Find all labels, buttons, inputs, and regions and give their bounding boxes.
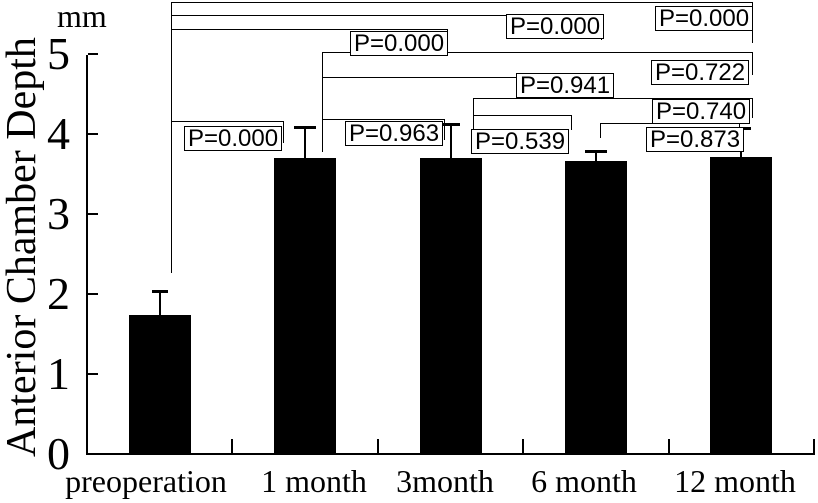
- data-bar: [565, 161, 627, 455]
- x-axis-tick: [522, 439, 524, 453]
- error-bar-cap: [585, 150, 607, 153]
- p-value-label: P=0.873: [646, 127, 745, 152]
- bracket-line: [171, 2, 753, 3]
- error-bar-line: [450, 122, 452, 158]
- bracket-line: [171, 15, 602, 16]
- error-bar-line: [595, 150, 597, 162]
- bracket-line: [322, 77, 609, 78]
- bracket-stem: [171, 2, 172, 273]
- bracket-line: [171, 121, 284, 122]
- error-bar-line: [159, 290, 161, 315]
- y-tick-label: 0: [47, 428, 70, 479]
- bracket-end-tick: [752, 98, 753, 118]
- x-axis-tick: [231, 439, 233, 453]
- y-tick-label: 3: [47, 188, 70, 239]
- bracket-end-tick: [571, 115, 572, 130]
- error-bar-cap: [152, 290, 168, 293]
- y-tick-label: 5: [47, 28, 70, 79]
- y-axis-tick: [88, 373, 98, 375]
- p-value-label: P=0.722: [651, 60, 750, 85]
- y-axis-unit-label: mm: [57, 0, 107, 34]
- x-axis-tick: [668, 439, 670, 453]
- y-tick-label: 2: [47, 268, 70, 319]
- bracket-stem: [322, 52, 323, 152]
- data-bar: [274, 158, 336, 455]
- y-axis-line: [86, 55, 88, 455]
- error-bar-cap: [294, 126, 316, 129]
- bracket-line: [322, 119, 445, 120]
- y-tick-label: 4: [47, 108, 70, 159]
- data-bar: [129, 314, 191, 455]
- y-axis-tick: [88, 293, 98, 295]
- data-bar: [420, 158, 482, 455]
- category-label: 3month: [396, 463, 494, 499]
- category-label: 12 month: [674, 463, 796, 499]
- error-bar-line: [304, 126, 306, 158]
- bracket-line: [473, 98, 753, 99]
- bracket-end-tick: [752, 52, 753, 75]
- y-axis-tick: [88, 133, 98, 135]
- bracket-stem: [473, 98, 474, 142]
- y-axis-tick: [88, 53, 98, 55]
- p-value-label: P=0.000: [350, 31, 449, 56]
- p-value-label: P=0.963: [345, 121, 444, 146]
- data-bar: [710, 157, 772, 455]
- p-value-label: P=0.539: [471, 129, 570, 154]
- p-value-label: P=0.000: [655, 6, 754, 31]
- p-value-label: P=0.000: [184, 126, 283, 151]
- y-tick-label: 1: [47, 348, 70, 399]
- x-axis-tick: [377, 439, 379, 453]
- bracket-line: [473, 115, 572, 116]
- bracket-line: [171, 29, 448, 30]
- bracket-end-tick: [444, 119, 445, 140]
- y-axis-tick: [88, 213, 98, 215]
- category-label: 6 month: [531, 463, 637, 499]
- category-label: 1 month: [261, 463, 367, 499]
- bracket-line: [322, 52, 753, 53]
- error-bar-cap: [442, 122, 460, 126]
- bracket-stem: [600, 123, 601, 138]
- p-value-label: P=0.000: [506, 14, 605, 39]
- p-value-label: P=0.941: [516, 73, 615, 98]
- bracket-end-tick: [283, 121, 284, 143]
- x-axis-tick: [813, 439, 815, 453]
- category-label: preoperation: [65, 463, 227, 499]
- p-value-label: P=0.740: [652, 99, 751, 124]
